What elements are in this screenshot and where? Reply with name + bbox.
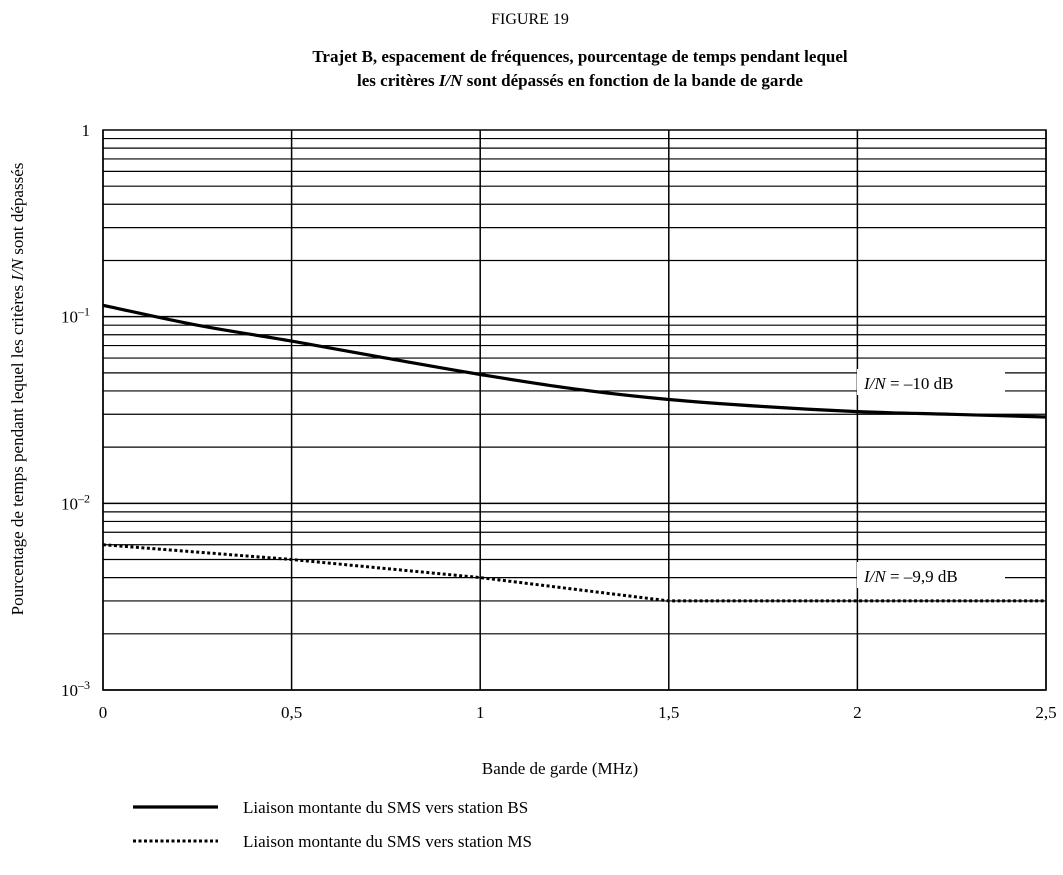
legend-label-ms: Liaison montante du SMS vers station MS <box>243 832 532 851</box>
y-tick-label: 10–3 <box>61 678 90 700</box>
annotation-bg-ms <box>857 562 1005 588</box>
x-tick-labels: 0 0,5 1 1,5 2 2,5 <box>99 703 1057 722</box>
x-axis-label: Bande de garde (MHz) <box>482 759 638 778</box>
series-line-bs <box>102 303 1047 419</box>
y-axis-label: Pourcentage de temps pendant lequel les … <box>8 163 27 616</box>
legend: Liaison montante du SMS vers station BS … <box>133 798 532 851</box>
x-tick-label: 0 <box>99 703 108 722</box>
y-tick-label: 10–2 <box>61 491 90 513</box>
series-line-ms <box>102 543 1046 603</box>
figure-label: FIGURE 19 <box>491 11 569 28</box>
annotation-ms: I/N = –9,9 dB <box>863 567 958 586</box>
series-layer <box>102 303 1047 603</box>
annotations: I/N = –10 dB I/N = –9,9 dB <box>857 369 1005 588</box>
chart-title-line1: Trajet B, espacement de fréquences, pour… <box>312 47 848 66</box>
grid-major <box>102 130 1047 691</box>
x-tick-label: 1,5 <box>658 703 679 722</box>
y-tick-label: 10–1 <box>61 305 90 327</box>
grid-minor <box>103 137 1046 635</box>
chart-title-line2: les critères I/N sont dépassés en foncti… <box>357 71 803 90</box>
x-tick-label: 0,5 <box>281 703 302 722</box>
x-tick-label: 1 <box>476 703 485 722</box>
annotation-bg-bs <box>857 369 1005 395</box>
x-tick-label: 2,5 <box>1035 703 1056 722</box>
x-tick-label: 2 <box>853 703 862 722</box>
y-tick-label: 1 <box>82 121 91 140</box>
annotation-bs: I/N = –10 dB <box>863 374 953 393</box>
legend-label-bs: Liaison montante du SMS vers station BS <box>243 798 528 817</box>
plot-frame <box>102 129 1047 691</box>
y-tick-labels: 10–3 10–2 10–1 1 <box>61 121 90 700</box>
